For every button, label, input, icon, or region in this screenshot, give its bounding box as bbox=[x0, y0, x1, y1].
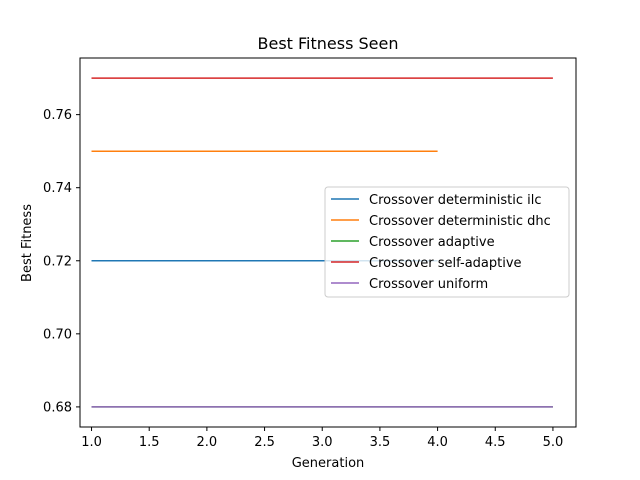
x-tick-label: 2.0 bbox=[197, 435, 218, 450]
legend-label: Crossover deterministic ilc bbox=[369, 193, 541, 208]
legend-label: Crossover self-adaptive bbox=[369, 256, 522, 271]
y-axis: 0.68 0.70 0.72 0.74 0.76 bbox=[43, 108, 80, 415]
y-tick-label: 0.74 bbox=[43, 181, 72, 196]
y-tick-label: 0.72 bbox=[43, 254, 72, 269]
x-tick-label: 3.0 bbox=[312, 435, 333, 450]
x-tick-label: 1.0 bbox=[81, 435, 102, 450]
x-axis: 1.0 1.5 2.0 2.5 3.0 3.5 4.0 4.5 5.0 bbox=[81, 427, 563, 450]
x-tick-label: 4.0 bbox=[427, 435, 448, 450]
x-axis-title: Generation bbox=[292, 456, 365, 471]
legend-label: Crossover adaptive bbox=[369, 235, 495, 250]
y-tick-label: 0.68 bbox=[43, 400, 72, 415]
chart-title: Best Fitness Seen bbox=[258, 34, 399, 53]
y-axis-title: Best Fitness bbox=[20, 204, 35, 282]
x-tick-label: 4.5 bbox=[485, 435, 506, 450]
x-tick-label: 2.5 bbox=[254, 435, 275, 450]
x-tick-label: 5.0 bbox=[543, 435, 564, 450]
plot-frame bbox=[79, 57, 577, 428]
legend-label: Crossover uniform bbox=[369, 277, 488, 292]
legend: Crossover deterministic ilc Crossover det… bbox=[324, 186, 570, 298]
y-tick-label: 0.76 bbox=[43, 108, 72, 123]
x-tick-label: 1.5 bbox=[139, 435, 160, 450]
x-tick-label: 3.5 bbox=[370, 435, 391, 450]
legend-box bbox=[324, 186, 570, 298]
legend-label: Crossover deterministic dhc bbox=[369, 214, 551, 229]
y-tick-label: 0.70 bbox=[43, 327, 72, 342]
